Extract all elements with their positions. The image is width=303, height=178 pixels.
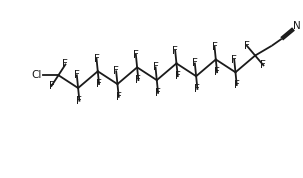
Text: F: F <box>133 50 139 60</box>
Text: F: F <box>74 70 80 80</box>
Text: F: F <box>231 54 237 65</box>
Text: F: F <box>261 60 266 70</box>
Text: F: F <box>175 71 181 81</box>
Text: F: F <box>195 84 200 94</box>
Text: F: F <box>135 75 141 85</box>
Text: F: F <box>214 67 220 77</box>
Text: N: N <box>293 21 301 31</box>
Text: F: F <box>172 46 178 56</box>
Text: F: F <box>192 58 198 69</box>
Text: F: F <box>113 66 119 76</box>
Text: Cl: Cl <box>31 70 42 80</box>
Text: F: F <box>116 92 122 102</box>
Text: F: F <box>234 80 240 90</box>
Text: F: F <box>94 54 99 64</box>
Text: F: F <box>76 96 82 106</box>
Text: F: F <box>62 59 68 69</box>
Text: F: F <box>153 62 158 72</box>
Text: F: F <box>211 42 218 52</box>
Text: F: F <box>96 79 102 89</box>
Text: F: F <box>48 81 55 91</box>
Text: F: F <box>155 88 161 98</box>
Text: F: F <box>244 41 250 51</box>
